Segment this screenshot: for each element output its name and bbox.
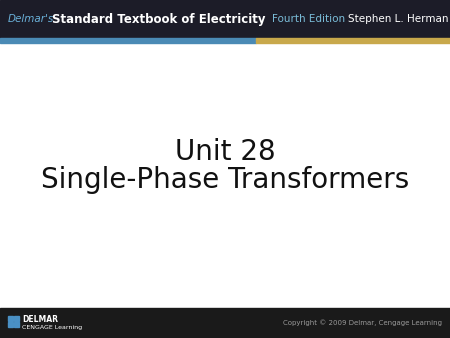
Bar <box>14 322 19 327</box>
Bar <box>0 38 256 43</box>
Bar <box>8 322 13 327</box>
Text: Copyright © 2009 Delmar, Cengage Learning: Copyright © 2009 Delmar, Cengage Learnin… <box>283 320 442 326</box>
Text: Stephen L. Herman: Stephen L. Herman <box>348 14 449 24</box>
Text: Single-Phase Transformers: Single-Phase Transformers <box>41 166 409 193</box>
Bar <box>256 38 450 43</box>
Bar <box>0 308 450 338</box>
Bar <box>0 0 450 38</box>
Bar <box>14 316 19 321</box>
Text: Fourth Edition: Fourth Edition <box>272 14 345 24</box>
Text: Delmar's: Delmar's <box>8 14 54 24</box>
Text: DELMAR: DELMAR <box>22 315 58 324</box>
Text: Standard Textbook of Electricity: Standard Textbook of Electricity <box>52 13 266 25</box>
Text: CENGAGE Learning: CENGAGE Learning <box>22 324 82 330</box>
Bar <box>8 316 13 321</box>
Text: Unit 28: Unit 28 <box>175 138 275 166</box>
